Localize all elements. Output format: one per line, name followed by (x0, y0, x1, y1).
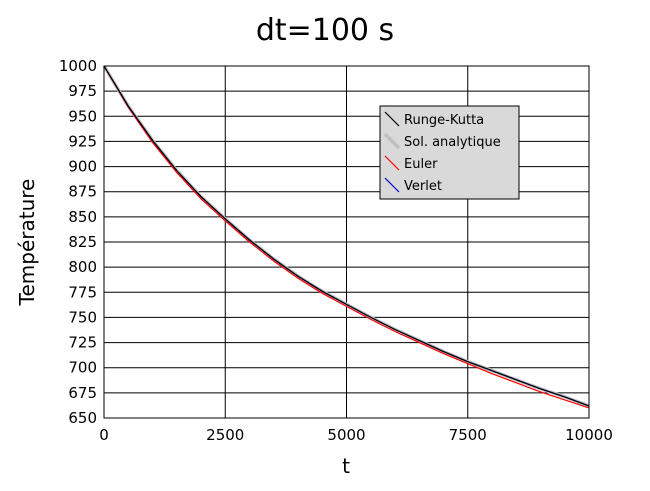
legend-swatch-sol-analytique (383, 132, 401, 150)
x-tick-labels: 0 2500 5000 7500 10000 (99, 426, 613, 444)
legend-swatch-runge-kutta (384, 111, 400, 127)
y-tick-label: 875 (68, 183, 97, 201)
y-tick-label: 850 (68, 208, 97, 226)
y-tick-label: 775 (68, 283, 97, 301)
x-axis-label: t (342, 454, 350, 478)
chart-title: dt=100 s (256, 13, 394, 48)
y-tick-label: 900 (68, 158, 97, 176)
y-tick-label: 950 (68, 107, 97, 125)
legend-label-euler: Euler (404, 157, 438, 172)
plot-frame (103, 65, 590, 419)
y-tick-label: 675 (68, 384, 97, 402)
series-line-euler (103, 65, 590, 409)
legend: Runge-Kutta Sol. analytique Euler Verlet (379, 105, 520, 200)
x-tick-label: 10000 (565, 426, 613, 444)
x-tick-label: 2500 (206, 426, 244, 444)
x-tick-label: 5000 (327, 426, 365, 444)
legend-label-verlet: Verlet (404, 179, 442, 194)
y-tick-label: 825 (68, 233, 97, 251)
legend-swatch-euler (384, 155, 400, 171)
legend-label-sol-analytique: Sol. analytique (404, 135, 501, 150)
y-tick-label: 750 (68, 308, 97, 326)
y-tick-label: 700 (68, 359, 97, 377)
x-tick-label: 0 (99, 426, 109, 444)
y-tick-label: 650 (68, 409, 97, 427)
legend-label-runge-kutta: Runge-Kutta (404, 113, 484, 128)
y-tick-label: 800 (68, 258, 97, 276)
legend-swatch-verlet (384, 177, 400, 193)
x-tick-label: 7500 (449, 426, 487, 444)
y-axis-label: Température (15, 179, 39, 307)
y-tick-labels: 650 675 700 725 750 775 800 825 850 875 900 925 950 9… (59, 57, 97, 427)
series-lines (102, 65, 590, 409)
y-tick-label: 725 (68, 334, 97, 352)
y-tick-label: 975 (68, 82, 97, 100)
series-line-runge-kutta (103, 65, 590, 407)
y-tick-label: 1000 (59, 57, 97, 75)
legend-box (379, 105, 520, 200)
y-tick-label: 925 (68, 132, 97, 150)
